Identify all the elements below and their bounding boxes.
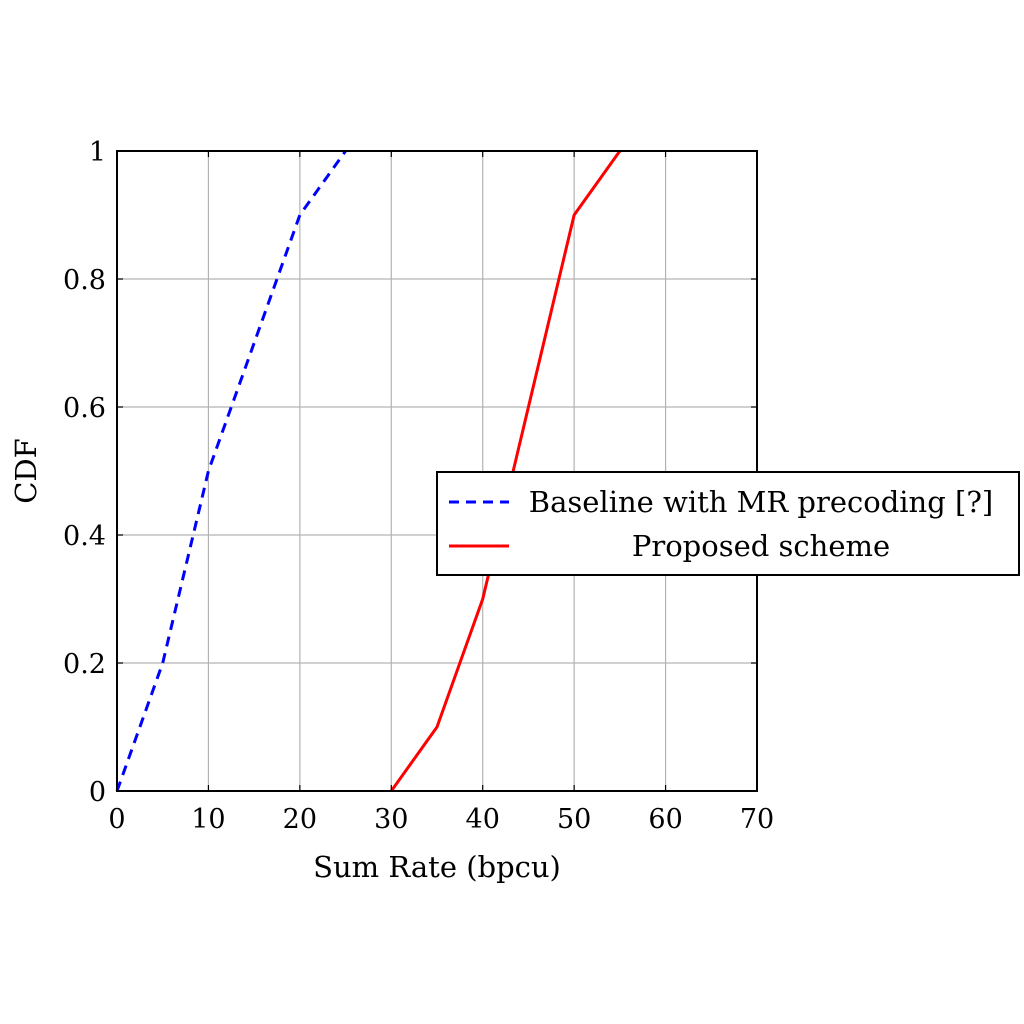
y-tick-label-0.6: 0.6: [63, 393, 106, 424]
y-axis-label: CDF: [9, 438, 43, 504]
x-tick-label-0: 0: [108, 804, 125, 835]
y-tick-label-1: 1: [89, 137, 106, 168]
x-ticks: 0 10 20 30 40 50 60 70: [108, 151, 774, 835]
x-axis-label: Sum Rate (bpcu): [313, 850, 561, 884]
legend: Baseline with MR precoding [?] Proposed …: [436, 471, 1020, 576]
x-tick-label-40: 40: [466, 804, 500, 835]
x-tick-label-10: 10: [191, 804, 225, 835]
legend-entry-proposed: Proposed scheme: [632, 529, 890, 563]
y-tick-label-0.4: 0.4: [63, 521, 106, 552]
legend-entry-baseline: Baseline with MR precoding [?]: [529, 485, 993, 519]
legend-box: [436, 471, 1020, 576]
y-tick-label-0: 0: [89, 777, 106, 808]
x-tick-label-70: 70: [740, 804, 774, 835]
x-tick-label-20: 20: [283, 804, 317, 835]
x-tick-label-30: 30: [374, 804, 408, 835]
series-line-0: [115, 150, 347, 792]
y-ticks: 0 0.2 0.4 0.6 0.8 1: [63, 137, 757, 808]
y-tick-label-0.2: 0.2: [63, 649, 106, 680]
x-tick-label-60: 60: [648, 804, 682, 835]
y-tick-label-0.8: 0.8: [63, 265, 106, 296]
x-tick-label-50: 50: [557, 804, 591, 835]
